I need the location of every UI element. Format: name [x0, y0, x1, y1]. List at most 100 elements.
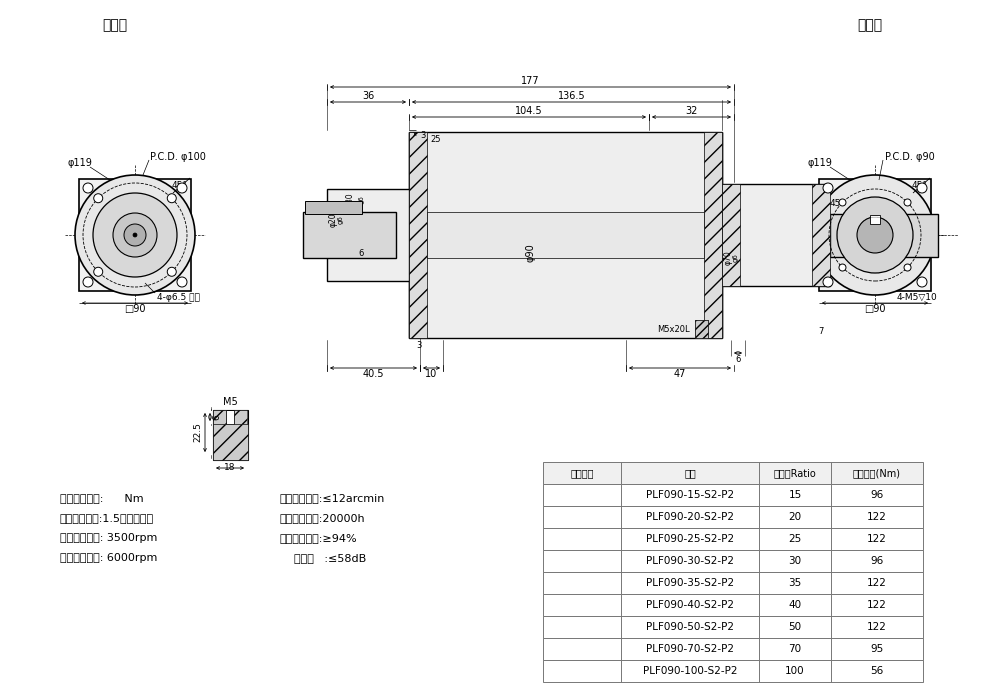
Text: 122: 122	[867, 512, 887, 522]
Bar	[409, 132, 427, 338]
Text: 宁波伟恒电设备有限公司: 宁波伟恒电设备有限公司	[399, 226, 581, 254]
Circle shape	[94, 194, 103, 203]
Text: P.C.D. φ100: P.C.D. φ100	[150, 152, 206, 162]
Text: 噪音値   :≤58dB: 噪音値 :≤58dB	[280, 553, 366, 563]
Bar	[543, 528, 923, 550]
Text: 6: 6	[358, 249, 364, 258]
Text: 177: 177	[521, 76, 540, 86]
Circle shape	[177, 277, 187, 287]
Text: □90: □90	[864, 304, 886, 314]
Text: PLF090-30-S2-P2: PLF090-30-S2-P2	[646, 556, 734, 566]
Bar	[543, 550, 923, 572]
Text: 额定输入转速: 3500rpm: 额定输入转速: 3500rpm	[60, 533, 157, 543]
Text: 136.5: 136.5	[558, 91, 585, 101]
Text: PLF090-50-S2-P2: PLF090-50-S2-P2	[646, 622, 734, 632]
Bar	[543, 616, 923, 638]
Circle shape	[823, 183, 833, 193]
Text: M5: M5	[223, 397, 237, 407]
Circle shape	[837, 197, 913, 273]
Bar	[543, 594, 923, 616]
Text: 输入端: 输入端	[857, 18, 883, 32]
Bar	[303, 212, 396, 258]
Text: 47: 47	[674, 369, 686, 379]
Text: 50: 50	[788, 622, 802, 632]
Text: PLF090-40-S2-P2: PLF090-40-S2-P2	[646, 600, 734, 610]
Circle shape	[167, 194, 176, 203]
Text: 122: 122	[867, 622, 887, 632]
Circle shape	[75, 175, 195, 295]
Text: 7: 7	[818, 328, 824, 337]
Text: 客户选型: 客户选型	[570, 468, 594, 478]
Text: 45°: 45°	[830, 199, 846, 208]
Bar	[427, 212, 704, 258]
Text: 最大输出扭矩:1.5倍额定扭矩: 最大输出扭矩:1.5倍额定扭矩	[60, 513, 154, 523]
Text: φ19: φ19	[844, 210, 852, 225]
Text: 45°: 45°	[172, 181, 188, 190]
Text: 普通回程背隙:≤12arcmin: 普通回程背隙:≤12arcmin	[280, 493, 385, 503]
Text: 4-M5▽10: 4-M5▽10	[897, 293, 938, 302]
Text: 40.5: 40.5	[363, 369, 384, 379]
Text: PLF090-35-S2-P2: PLF090-35-S2-P2	[646, 578, 734, 588]
Circle shape	[823, 277, 833, 287]
Bar	[543, 484, 923, 506]
Bar	[409, 132, 722, 338]
Text: 10: 10	[425, 369, 438, 379]
Text: 96: 96	[870, 556, 884, 566]
Text: 96: 96	[870, 490, 884, 500]
Bar	[695, 320, 708, 338]
Circle shape	[113, 213, 157, 257]
Text: 35: 35	[788, 578, 802, 588]
Text: P.C.D. φ90: P.C.D. φ90	[885, 152, 935, 162]
Bar	[870, 215, 880, 224]
Text: □90: □90	[124, 304, 146, 314]
Text: 100: 100	[785, 666, 805, 676]
Text: 25: 25	[788, 534, 802, 544]
Text: 4-φ6.5 贯穿: 4-φ6.5 贯穿	[157, 293, 200, 302]
Text: 满载传动效率:≥94%: 满载传动效率:≥94%	[280, 533, 358, 543]
Circle shape	[167, 267, 176, 276]
Text: 额定输出扭矩:      Nm: 额定输出扭矩: Nm	[60, 493, 144, 503]
Bar	[704, 132, 722, 338]
Bar	[327, 189, 409, 281]
Text: g6: g6	[359, 196, 365, 205]
Circle shape	[839, 199, 846, 206]
Text: PLF090-100-S2-P2: PLF090-100-S2-P2	[643, 666, 737, 676]
Circle shape	[917, 183, 927, 193]
Text: 122: 122	[867, 534, 887, 544]
Circle shape	[83, 183, 93, 193]
Text: 25: 25	[431, 135, 441, 144]
Circle shape	[839, 264, 846, 271]
Bar	[543, 462, 923, 484]
Bar	[305, 201, 362, 214]
Bar	[226, 410, 234, 424]
Text: 70: 70	[788, 644, 802, 654]
Bar	[213, 410, 226, 424]
Text: PLF090-20-S2-P2: PLF090-20-S2-P2	[646, 512, 734, 522]
Text: 32: 32	[685, 106, 698, 116]
Text: 104.5: 104.5	[515, 106, 543, 116]
Bar	[812, 184, 830, 286]
Text: 3: 3	[416, 341, 422, 350]
Text: 平均使用寿命:20000h: 平均使用寿命:20000h	[280, 513, 366, 523]
Text: PLF090-70-S2-P2: PLF090-70-S2-P2	[646, 644, 734, 654]
Circle shape	[124, 224, 146, 246]
Text: 减速比Ratio: 减速比Ratio	[774, 468, 816, 478]
Text: 额定扭矩(Nm): 额定扭矩(Nm)	[853, 468, 901, 478]
Text: φ70: φ70	[724, 251, 732, 265]
Text: 20: 20	[788, 512, 802, 522]
Text: M5x20L: M5x20L	[657, 324, 690, 333]
Text: 3: 3	[420, 131, 426, 139]
Text: PLF090-25-S2-P2: PLF090-25-S2-P2	[646, 534, 734, 544]
Bar	[213, 424, 248, 460]
Bar	[543, 572, 923, 594]
Text: φ119: φ119	[68, 158, 92, 168]
Text: 15: 15	[788, 490, 802, 500]
Circle shape	[177, 183, 187, 193]
Text: 30: 30	[788, 556, 802, 566]
Text: 40: 40	[788, 600, 802, 610]
Circle shape	[815, 175, 935, 295]
Text: φ20: φ20	[328, 213, 338, 227]
Bar	[543, 506, 923, 528]
Bar	[234, 410, 247, 424]
Text: 95: 95	[870, 644, 884, 654]
